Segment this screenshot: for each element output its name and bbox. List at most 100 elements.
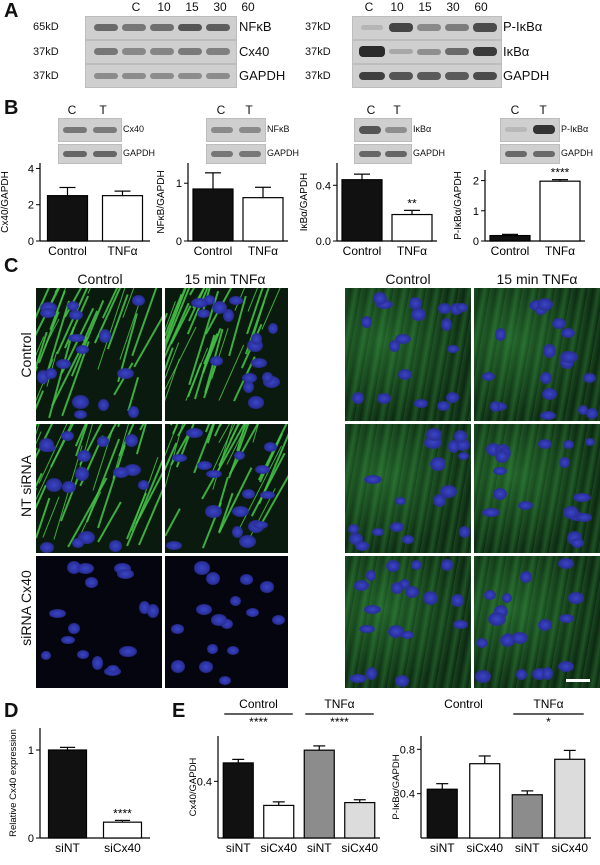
nucleus: [60, 636, 75, 645]
nucleus: [239, 535, 257, 549]
y-axis-label: Cx40/GAPDH: [0, 171, 11, 233]
protein-label: IκBα: [503, 44, 530, 59]
blot-strip-nfkb: [206, 118, 266, 142]
significance-marker: **: [407, 196, 417, 210]
nucleus: [171, 453, 188, 463]
nucleus: [440, 558, 453, 571]
nucleus: [488, 612, 506, 626]
micrograph: [474, 424, 600, 553]
micrograph: [474, 288, 600, 421]
nucleus: [537, 439, 552, 449]
nucleus: [540, 410, 557, 420]
nucleus: [108, 540, 123, 552]
nucleus: [410, 559, 422, 571]
nucleus: [586, 408, 598, 420]
y-tick-label: 1: [28, 745, 34, 757]
nucleus: [414, 399, 429, 408]
nucleus: [557, 558, 574, 570]
mw-marker: 37kD: [33, 70, 59, 82]
nucleus: [39, 307, 56, 318]
nucleus: [84, 577, 98, 588]
nucleus: [376, 393, 392, 404]
nucleus: [131, 294, 146, 306]
y-tick-label: 2: [28, 200, 34, 212]
nucleus: [272, 614, 286, 625]
lane-label: T: [99, 103, 107, 117]
blot-label: Cx40: [123, 124, 145, 134]
nucleus: [365, 666, 378, 680]
x-category-label: Control: [491, 244, 530, 258]
bar: [46, 195, 89, 242]
protein-label: NFκB: [239, 19, 272, 34]
x-category-label: siCx40: [260, 841, 297, 855]
nucleus: [253, 520, 268, 529]
y-axis-label: IκBα/GAPDH: [299, 173, 310, 232]
nucleus: [493, 466, 508, 476]
nucleus: [69, 310, 83, 320]
nucleus: [262, 372, 274, 384]
nucleus: [242, 489, 256, 500]
bar: [222, 762, 254, 839]
y-tick-label: 1: [176, 178, 182, 190]
x-category-label: siNT: [55, 841, 80, 855]
nucleus: [219, 675, 231, 685]
nucleus: [436, 400, 450, 412]
nucleus: [387, 624, 405, 638]
bar: [102, 821, 143, 839]
lane-label: 60: [241, 0, 255, 14]
blot-label: GAPDH: [267, 148, 300, 158]
bar: [263, 804, 295, 839]
x-category-label: siNT: [226, 841, 251, 855]
blot-strip-gapdh: [352, 64, 502, 88]
significance-marker: *: [546, 715, 551, 729]
nucleus: [118, 645, 137, 657]
nucleus: [147, 603, 159, 618]
x-category-label: siCx40: [104, 841, 141, 855]
y-tick-label: 0.0: [316, 236, 331, 248]
nucleus: [68, 333, 85, 343]
cx40-staining: [217, 467, 253, 534]
blot-strip-gapdh: [206, 144, 266, 164]
nucleus: [170, 659, 185, 673]
nucleus: [39, 301, 57, 313]
y-axis-label: NFκB/GAPDH: [156, 170, 167, 233]
group-label: Control: [239, 697, 278, 711]
panel-label-b: B: [4, 97, 19, 119]
bar: [101, 195, 144, 242]
blot-strip-ikba: [354, 118, 412, 142]
y-tick-label: 0.4: [197, 776, 212, 788]
nucleus: [38, 438, 54, 452]
nucleus: [445, 391, 460, 404]
nucleus: [114, 562, 131, 575]
nucleus: [541, 666, 553, 680]
nucleus: [475, 637, 488, 649]
nucleus: [75, 344, 90, 355]
nucleus: [48, 608, 67, 619]
lane-label: C: [216, 103, 226, 117]
nucleus: [359, 624, 375, 633]
nucleus: [532, 667, 548, 680]
nucleus: [500, 634, 516, 647]
blot-strip-gapdh: [85, 64, 237, 88]
nucleus: [429, 456, 446, 471]
y-tick-label: 0.8: [400, 744, 415, 756]
blot-label: GAPDH: [561, 148, 594, 158]
nucleus: [205, 470, 222, 479]
bar: [469, 763, 501, 839]
nucleus: [560, 327, 576, 339]
nucleus: [116, 367, 134, 380]
nucleus: [537, 619, 552, 631]
nucleus: [128, 406, 140, 419]
bar: [192, 188, 234, 242]
y-axis-label: Cx40/GAPDH: [188, 758, 199, 817]
lane-label: 10: [157, 0, 171, 14]
nucleus: [72, 395, 89, 409]
bar: [426, 788, 458, 839]
cx40-staining: [165, 508, 181, 537]
blot-strip-nfkb: [85, 16, 237, 40]
bar: [554, 758, 586, 839]
row-label: Control: [18, 332, 34, 378]
nucleus: [117, 569, 134, 580]
nucleus: [98, 398, 109, 411]
nucleus: [351, 391, 364, 405]
